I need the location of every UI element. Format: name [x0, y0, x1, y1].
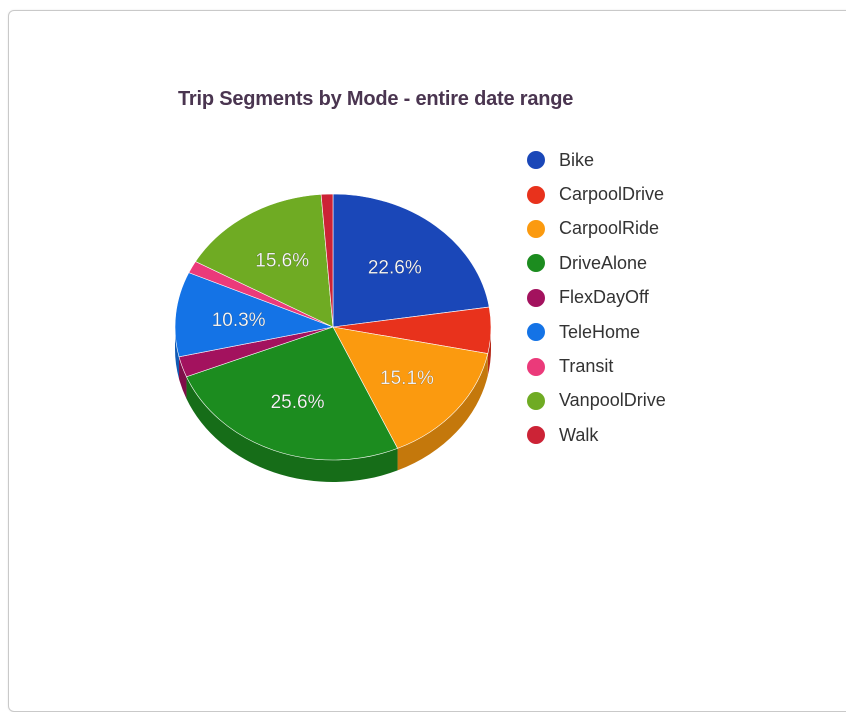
chart-legend: Bike CarpoolDrive CarpoolRide DriveAlone Fle…: [527, 143, 666, 453]
legend-item-vanpooldrive[interactable]: VanpoolDrive: [527, 384, 666, 418]
legend-swatch: [527, 357, 545, 376]
legend-label: DriveAlone: [559, 252, 648, 273]
pie-slice-telehome[interactable]: [174, 272, 335, 358]
legend-label: Bike: [559, 149, 595, 170]
legend-label: Transit: [559, 356, 614, 377]
legend-label: TeleHome: [559, 321, 641, 342]
pie-side-carpooldrive: [487, 327, 491, 376]
legend-swatch: [527, 288, 545, 307]
slice-label-bike: 22.6%: [368, 257, 422, 278]
pie-side-telehome: [175, 327, 180, 379]
slice-label-vanpooldrive: 15.6%: [255, 251, 309, 272]
legend-item-walk[interactable]: Walk: [527, 418, 666, 452]
pie-depth: [175, 327, 491, 482]
legend-item-flexdayoff[interactable]: FlexDayOff: [527, 281, 666, 315]
slice-label-carpoolride: 15.1%: [380, 368, 434, 389]
legend-item-carpooldrive[interactable]: CarpoolDrive: [527, 177, 666, 211]
pie-side-flexdayoff: [179, 356, 187, 399]
legend-item-transit[interactable]: Transit: [527, 349, 666, 383]
legend-swatch: [527, 254, 545, 273]
pie-side-drivealone: [186, 376, 398, 482]
legend-item-drivealone[interactable]: DriveAlone: [527, 246, 666, 280]
legend-swatch: [527, 219, 545, 238]
pie-slices: [174, 193, 492, 461]
legend-item-bike[interactable]: Bike: [527, 143, 666, 177]
legend-swatch: [527, 391, 545, 410]
pie-slice-drivealone[interactable]: [186, 326, 398, 461]
pie-chart: 22.6% 15.1% 25.6% 10.3% 15.6%: [174, 193, 492, 482]
legend-swatch: [527, 151, 545, 170]
legend-label: VanpoolDrive: [559, 390, 666, 411]
pie-labels: 22.6% 15.1% 25.6% 10.3% 15.6%: [211, 250, 434, 413]
pie-side-carpoolride: [397, 353, 488, 471]
pie-slice-bike[interactable]: [332, 193, 490, 328]
legend-label: FlexDayOff: [559, 287, 649, 308]
legend-label: Walk: [559, 424, 599, 445]
legend-swatch: [527, 185, 545, 204]
pie-slice-vanpooldrive[interactable]: [195, 194, 334, 328]
legend-label: CarpoolDrive: [559, 184, 665, 205]
legend-swatch: [527, 323, 545, 342]
pie-slice-walk[interactable]: [320, 193, 334, 328]
slice-label-drivealone: 25.6%: [271, 392, 325, 413]
slice-label-telehome: 10.3%: [212, 310, 266, 331]
legend-label: CarpoolRide: [559, 218, 660, 239]
legend-swatch: [527, 426, 545, 445]
legend-item-telehome[interactable]: TeleHome: [527, 315, 666, 349]
legend-item-carpoolride[interactable]: CarpoolRide: [527, 212, 666, 246]
pie-slice-carpoolride[interactable]: [332, 326, 489, 449]
chart-title: Trip Segments by Mode - entire date rang…: [178, 88, 574, 110]
